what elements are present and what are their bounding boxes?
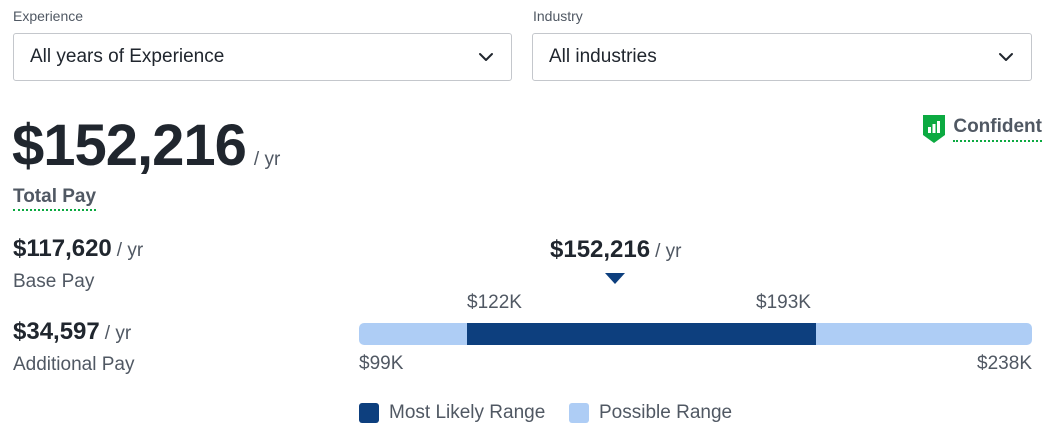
confidence-shield-icon <box>923 115 946 143</box>
median-marker-triangle <box>605 273 625 284</box>
base-pay-period: / yr <box>116 240 144 261</box>
legend-most-likely: Most Likely Range <box>359 402 545 424</box>
chevron-down-icon <box>999 53 1013 61</box>
experience-select-value: All years of Experience <box>30 46 225 67</box>
additional-pay-label: Additional Pay <box>13 354 135 375</box>
industry-filter-label: Industry <box>533 8 583 24</box>
confidence-indicator[interactable]: Confident <box>922 114 1042 144</box>
likely-range-low: $122K <box>467 292 522 313</box>
chevron-down-icon <box>479 53 493 61</box>
total-pay-period: / yr <box>253 149 281 170</box>
possible-swatch <box>569 403 589 423</box>
industry-select[interactable]: All industries <box>532 33 1032 81</box>
experience-select[interactable]: All years of Experience <box>13 33 512 81</box>
experience-filter-label: Experience <box>13 8 84 24</box>
most-likely-legend-label: Most Likely Range <box>389 402 546 423</box>
additional-pay-amount: $34,597 <box>13 318 100 345</box>
median-pay-label: $152,216 / yr <box>550 236 682 264</box>
industry-select-value: All industries <box>549 46 657 67</box>
total-pay-amount: $152,216 <box>12 113 247 178</box>
most-likely-range-bar <box>467 323 816 345</box>
likely-range-high: $193K <box>756 292 811 313</box>
base-pay-label: Base Pay <box>13 271 95 292</box>
additional-pay-period: / yr <box>104 323 132 344</box>
possible-range-low: $99K <box>359 353 404 374</box>
additional-pay-amount-row: $34,597 / yr <box>13 318 131 346</box>
possible-range-high: $238K <box>977 353 1032 374</box>
possible-legend-label: Possible Range <box>599 402 733 423</box>
median-pay-amount: $152,216 <box>550 236 651 263</box>
confidence-label: Confident <box>953 116 1042 142</box>
median-pay-period: / yr <box>655 241 682 262</box>
most-likely-swatch <box>359 403 379 423</box>
base-pay-amount: $117,620 <box>13 235 112 262</box>
total-pay-amount-row: $152,216 / yr <box>12 112 280 179</box>
base-pay-amount-row: $117,620 / yr <box>13 235 143 263</box>
legend-possible: Possible Range <box>569 402 732 424</box>
total-pay-label[interactable]: Total Pay <box>13 186 97 211</box>
